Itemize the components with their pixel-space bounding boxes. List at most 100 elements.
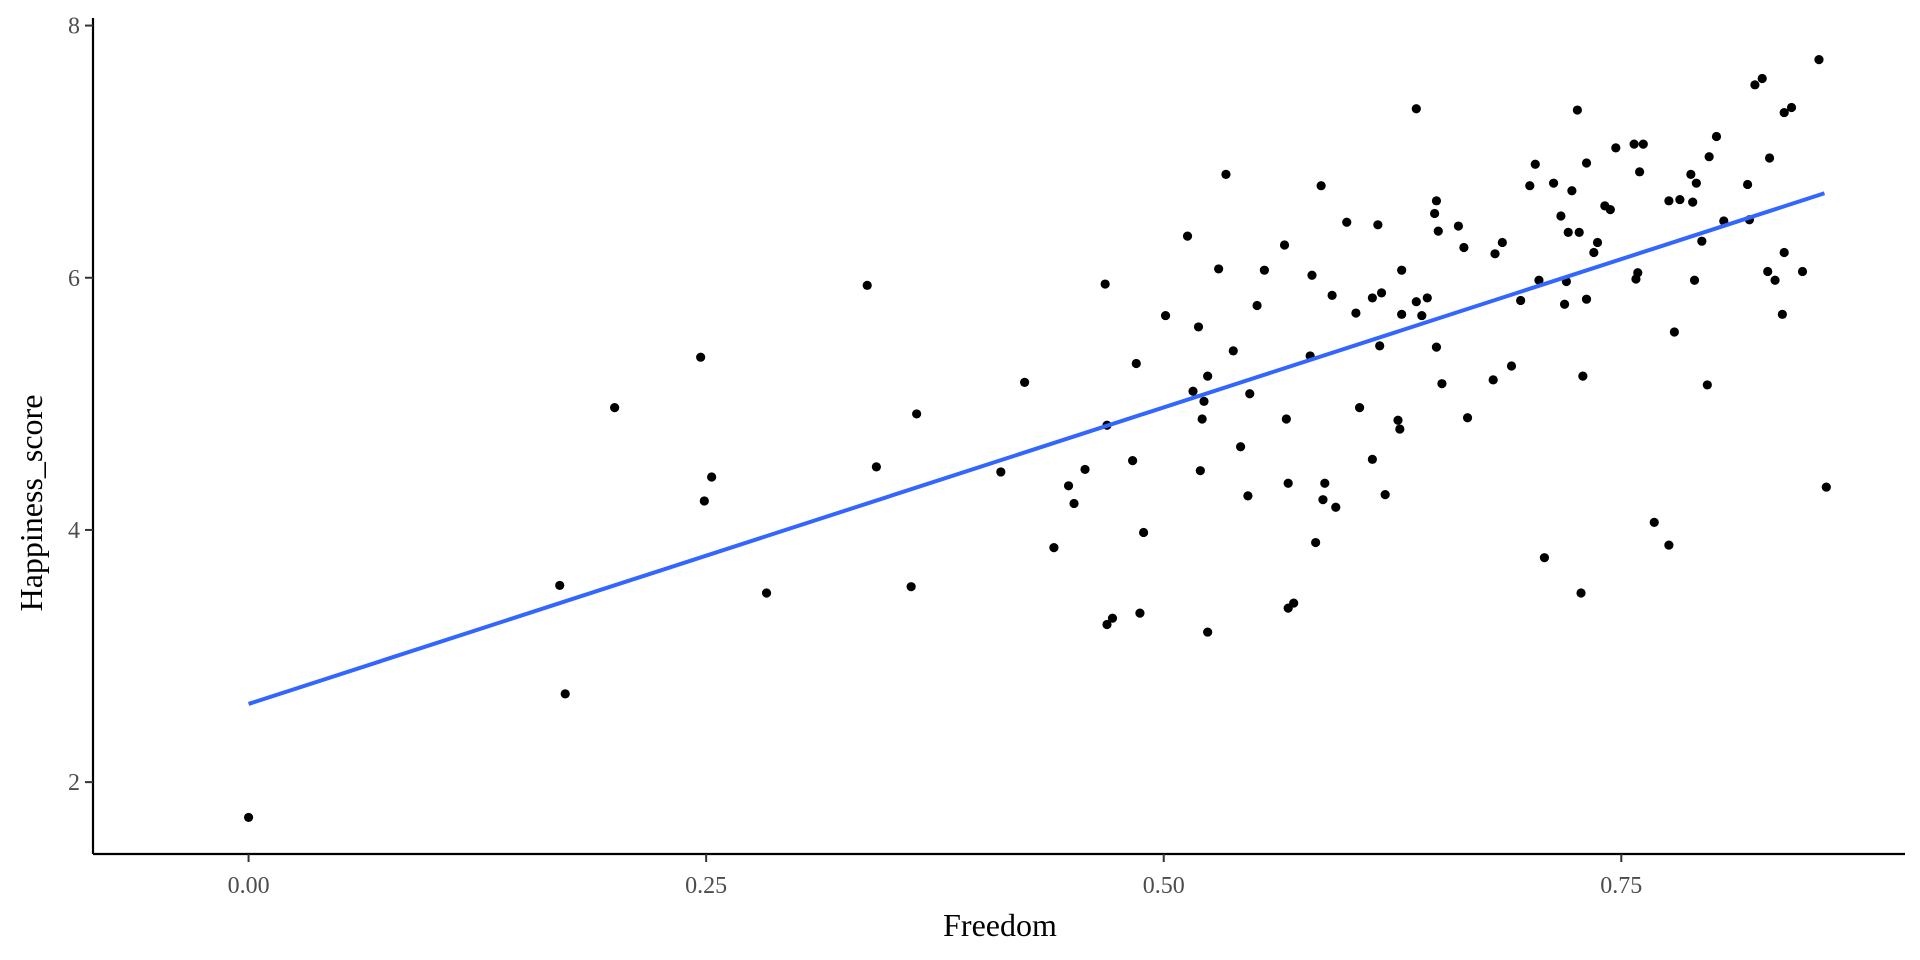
data-point — [1395, 424, 1405, 434]
data-point — [1433, 226, 1443, 236]
data-point — [1102, 619, 1112, 630]
data-point — [1779, 247, 1789, 258]
data-point — [1563, 227, 1573, 237]
data-point — [1589, 247, 1599, 258]
data-point — [1203, 627, 1213, 637]
data-point — [1197, 414, 1207, 424]
y-tick-label: 2 — [68, 770, 80, 796]
data-point — [1327, 290, 1337, 301]
data-point — [1763, 266, 1773, 277]
data-point — [1525, 181, 1535, 191]
y-tick-label: 4 — [68, 518, 80, 544]
data-point — [1539, 553, 1550, 563]
data-point — [1559, 299, 1570, 309]
data-point — [699, 496, 709, 506]
data-point — [1252, 300, 1262, 311]
y-axis-ticks: 2 4 6 8 — [68, 14, 93, 796]
data-point — [1786, 102, 1797, 113]
data-point — [555, 580, 565, 591]
data-point — [1691, 178, 1701, 188]
data-point — [1063, 481, 1074, 491]
data-point — [1669, 327, 1679, 337]
data-point — [1320, 478, 1330, 488]
data-point — [1462, 413, 1473, 423]
data-point — [1203, 371, 1213, 381]
data-point — [1376, 288, 1387, 298]
data-point — [1199, 396, 1209, 406]
data-point — [1193, 322, 1204, 332]
data-point — [1814, 55, 1824, 65]
data-point — [1689, 275, 1700, 285]
data-point — [1128, 455, 1138, 466]
data-point — [1488, 375, 1498, 385]
data-point — [610, 403, 620, 413]
data-point — [1393, 415, 1403, 425]
data-point — [1331, 502, 1341, 512]
data-point — [1697, 236, 1707, 246]
data-point — [1649, 517, 1659, 527]
data-point — [1742, 179, 1753, 190]
x-axis-title: Freedom — [943, 907, 1057, 943]
data-point — [1664, 196, 1674, 206]
data-point — [1307, 270, 1317, 280]
data-point — [1069, 498, 1079, 509]
data-point — [1351, 308, 1361, 318]
trend-line — [247, 191, 1826, 706]
data-point — [243, 812, 254, 823]
data-point — [1367, 454, 1377, 464]
data-point — [1611, 143, 1621, 153]
data-point — [1704, 152, 1714, 162]
data-point — [1289, 598, 1299, 608]
data-point — [1182, 231, 1193, 241]
data-point — [1367, 293, 1377, 303]
data-point — [1581, 294, 1592, 304]
data-point — [1380, 490, 1390, 500]
data-point — [696, 352, 706, 362]
data-point — [1214, 264, 1224, 274]
data-point — [1160, 310, 1171, 321]
data-point — [1221, 169, 1231, 179]
data-point — [1080, 464, 1090, 475]
data-point — [1576, 588, 1586, 598]
data-point — [560, 689, 570, 699]
data-point — [1534, 275, 1544, 285]
data-point — [1430, 208, 1440, 219]
data-point — [1228, 346, 1238, 356]
data-point — [1281, 414, 1291, 424]
data-point — [1049, 542, 1059, 553]
data-point — [1311, 537, 1321, 548]
data-point — [1107, 613, 1118, 623]
data-point — [1605, 205, 1615, 215]
y-tick-label: 6 — [68, 266, 80, 292]
data-point — [1245, 389, 1255, 399]
data-point — [1316, 181, 1326, 191]
data-point — [1578, 371, 1588, 381]
data-point — [1411, 297, 1421, 307]
data-point — [1638, 139, 1648, 149]
data-point — [1574, 227, 1584, 237]
data-point — [1437, 379, 1447, 389]
data-point — [1397, 309, 1407, 319]
data-point — [1664, 540, 1674, 550]
data-point — [1375, 341, 1385, 351]
data-point — [1635, 167, 1645, 177]
data-point — [1131, 358, 1141, 369]
data-point — [1779, 107, 1789, 118]
data-point — [1188, 386, 1198, 396]
data-point — [1675, 194, 1685, 205]
data-point — [1688, 197, 1698, 207]
data-point — [1516, 295, 1526, 306]
data-point — [996, 467, 1006, 477]
y-axis-title: Happiness_score — [13, 395, 49, 612]
data-point — [1797, 266, 1808, 277]
data-point — [1411, 104, 1421, 114]
data-point — [1770, 275, 1780, 285]
data-point — [1757, 73, 1767, 84]
data-point — [1259, 265, 1269, 275]
axes-layer — [91, 18, 1905, 856]
y-tick-label: 8 — [68, 14, 80, 40]
data-point — [761, 588, 772, 598]
data-point — [1633, 268, 1643, 278]
